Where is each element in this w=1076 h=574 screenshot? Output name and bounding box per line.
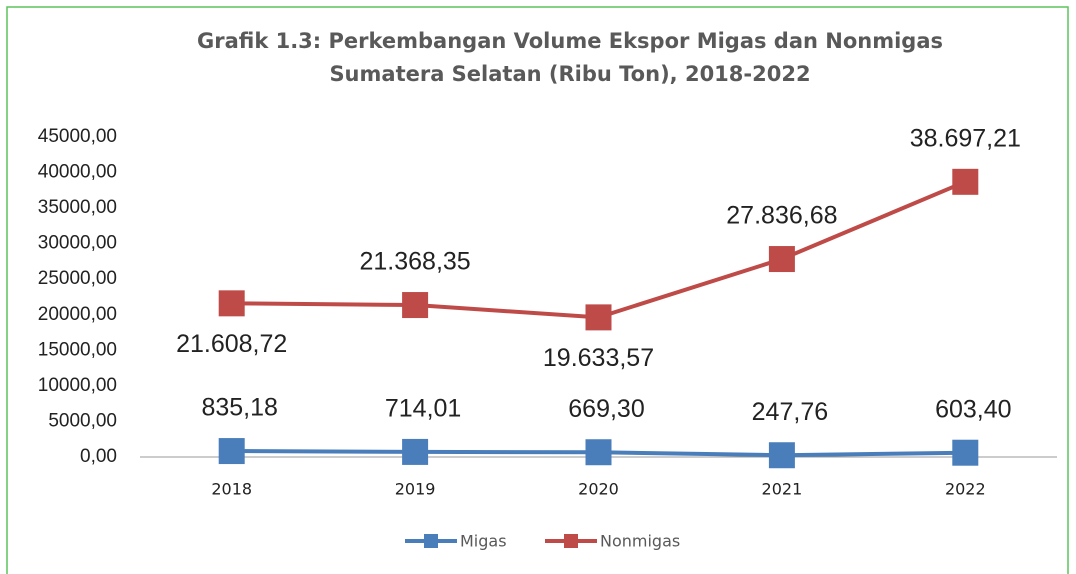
point-marker [218, 290, 245, 317]
y-tick-label: 45000,00 [38, 126, 117, 147]
y-tick-label: 5000,00 [48, 410, 117, 431]
y-tick-label: 30000,00 [38, 233, 117, 254]
value-label: 835,18 [201, 394, 277, 422]
value-label: 21.368,35 [359, 248, 470, 276]
y-tick-label: 20000,00 [38, 304, 117, 325]
point-marker [952, 439, 979, 466]
value-label: 247,76 [752, 398, 828, 426]
point-marker [768, 442, 795, 469]
point-marker [768, 246, 795, 273]
point-marker [585, 304, 612, 331]
chart-title: Grafik 1.3: Perkembangan Volume Ekspor M… [197, 29, 943, 53]
legend-label: Nonmigas [600, 532, 680, 551]
y-tick-label: 10000,00 [38, 375, 117, 396]
x-tick-label: 2020 [578, 480, 619, 499]
legend-marker [424, 534, 438, 548]
legend-label: Migas [460, 532, 507, 551]
point-marker [402, 438, 429, 465]
point-marker [952, 168, 979, 195]
value-label: 714,01 [385, 395, 461, 423]
x-tick-label: 2022 [945, 480, 986, 499]
frame [6, 6, 1069, 574]
value-label: 603,40 [935, 395, 1011, 423]
value-label: 27.836,68 [726, 202, 837, 230]
y-tick-label: 15000,00 [38, 339, 117, 360]
value-label: 21.608,72 [176, 330, 287, 358]
y-tick-label: 0,00 [80, 446, 117, 467]
x-tick-label: 2019 [395, 480, 436, 499]
x-tick-label: 2018 [211, 480, 252, 499]
legend-marker [564, 534, 578, 548]
chart-subtitle: Sumatera Selatan (Ribu Ton), 2018-2022 [329, 62, 810, 86]
value-label: 19.633,57 [543, 344, 654, 372]
point-marker [402, 292, 429, 319]
y-tick-label: 35000,00 [38, 197, 117, 218]
point-marker [585, 439, 612, 466]
y-tick-label: 40000,00 [38, 162, 117, 183]
x-tick-label: 2021 [762, 480, 803, 499]
series-line [231, 179, 967, 320]
point-marker [218, 438, 245, 465]
value-label: 669,30 [568, 395, 644, 423]
value-label: 38.697,21 [910, 124, 1021, 152]
y-tick-label: 25000,00 [38, 268, 117, 289]
